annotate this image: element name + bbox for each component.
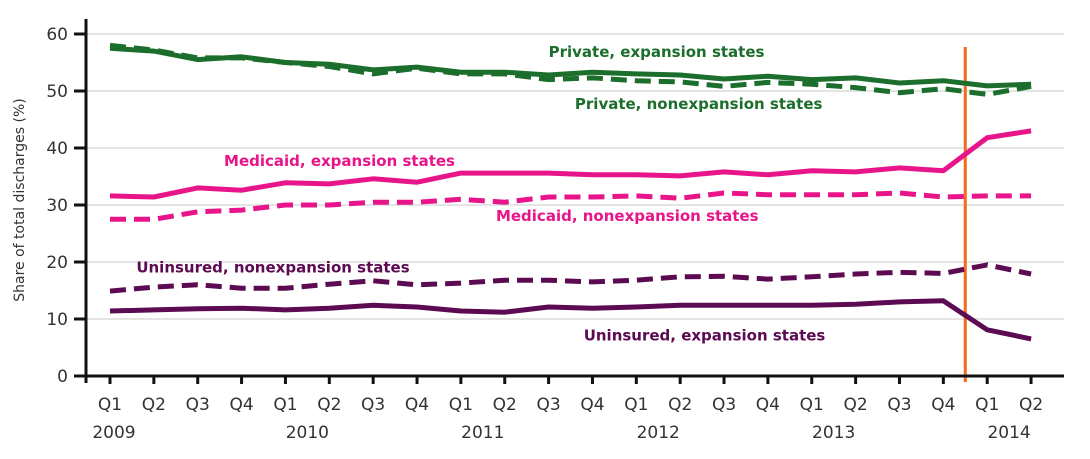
x-tick-label: Q2 <box>142 395 166 415</box>
x-tick-label: Q2 <box>1019 395 1043 415</box>
y-tick-label: 30 <box>46 196 68 216</box>
y-tick-label: 50 <box>46 82 68 102</box>
y-tick-label: 0 <box>57 367 68 387</box>
x-year-label: 2009 <box>92 423 135 443</box>
y-axis-ticks: 0 10 20 30 40 50 60 <box>46 25 86 387</box>
x-tick-label: Q3 <box>361 395 385 415</box>
series-lines <box>109 42 1032 342</box>
x-tick-label: Q2 <box>493 395 517 415</box>
series-line-uninsured-expansion-states <box>109 298 1032 342</box>
series-line-medicaid-nonexpansion-states <box>110 190 1032 222</box>
x-year-label: 2012 <box>637 423 680 443</box>
gridlines <box>86 33 1064 320</box>
x-tick-label: Q1 <box>98 395 122 415</box>
series-label-medicaid-nonexpansion-states: Medicaid, nonexpansion states <box>496 207 759 225</box>
x-tick-label: Q4 <box>580 395 604 415</box>
x-year-label: 2011 <box>461 423 504 443</box>
series-line-private-nonexpansion-states <box>109 42 1032 97</box>
y-tick-label: 20 <box>46 253 68 273</box>
x-year-label: 2014 <box>987 423 1030 443</box>
series-label-medicaid-expansion-states: Medicaid, expansion states <box>224 152 455 170</box>
x-tick-label: Q3 <box>186 395 210 415</box>
x-tick-label: Q4 <box>405 395 429 415</box>
x-tick-label: Q3 <box>887 395 911 415</box>
x-tick-label: Q2 <box>668 395 692 415</box>
x-tick-label: Q2 <box>317 395 341 415</box>
series-label-uninsured-nonexpansion-states: Uninsured, nonexpansion states <box>136 258 409 276</box>
y-tick-label: 40 <box>46 139 68 159</box>
y-tick-label: 10 <box>46 310 68 330</box>
series-labels: Private, expansion states Private, nonexp… <box>136 43 825 345</box>
x-axis-ticks: Q1 Q2 Q3 Q4 Q1 Q2 Q3 Q4 Q1 Q2 Q3 Q4 Q1 Q2 Q3 Q4 Q1 Q2 Q3 Q4… <box>92 376 1043 443</box>
y-tick-label: 60 <box>46 25 68 45</box>
y-axis-title: Share of total discharges (%) <box>12 98 28 301</box>
x-tick-label: Q1 <box>800 395 824 415</box>
series-line-medicaid-expansion-states <box>109 128 1032 200</box>
x-tick-label: Q1 <box>273 395 297 415</box>
series-label-uninsured-expansion-states: Uninsured, expansion states <box>584 327 826 345</box>
x-tick-label: Q2 <box>844 395 868 415</box>
x-tick-label: Q3 <box>536 395 560 415</box>
x-year-label: 2013 <box>812 423 855 443</box>
x-tick-label: Q1 <box>449 395 473 415</box>
series-line-uninsured-nonexpansion-states <box>109 262 1032 294</box>
x-year-label: 2010 <box>286 423 329 443</box>
x-tick-label: Q1 <box>624 395 648 415</box>
x-tick-label: Q4 <box>756 395 780 415</box>
x-tick-label: Q4 <box>931 395 955 415</box>
x-tick-label: Q1 <box>975 395 999 415</box>
series-label-private-nonexpansion-states: Private, nonexpansion states <box>575 95 823 113</box>
series-label-private-expansion-states: Private, expansion states <box>549 43 765 61</box>
x-tick-label: Q4 <box>229 395 253 415</box>
x-tick-label: Q3 <box>712 395 736 415</box>
